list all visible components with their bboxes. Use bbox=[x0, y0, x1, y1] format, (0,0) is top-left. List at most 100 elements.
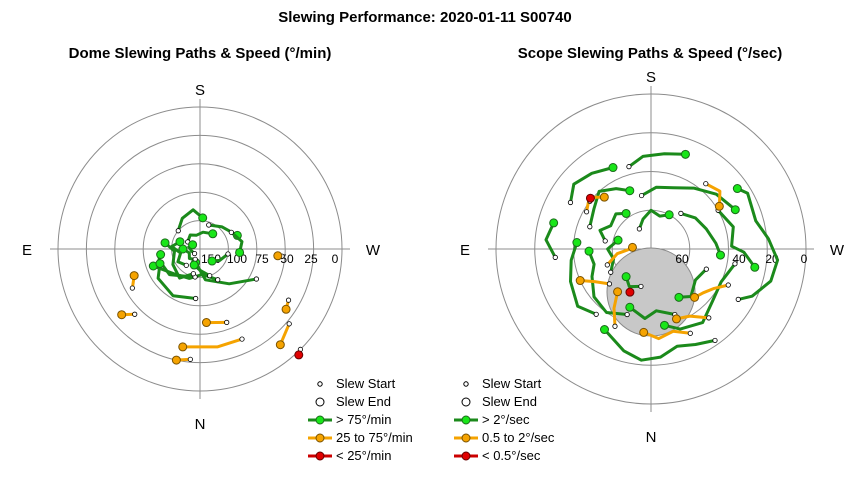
slew-start-marker bbox=[678, 210, 684, 216]
slew-start-marker bbox=[624, 311, 630, 318]
slew-path-medium bbox=[578, 279, 611, 286]
slew-start-marker bbox=[712, 337, 718, 344]
slew-start-marker bbox=[583, 209, 590, 215]
radial-tick-label: 0 bbox=[801, 252, 808, 266]
slew-start-marker bbox=[638, 192, 645, 199]
compass-label-left: E bbox=[460, 242, 470, 259]
legend-label: Slew Start bbox=[336, 376, 396, 391]
slew-start-marker bbox=[286, 321, 292, 327]
slew-path-fast bbox=[606, 238, 620, 274]
slew-end-marker bbox=[198, 213, 208, 223]
slew-end-marker bbox=[171, 355, 181, 365]
slew-end-marker bbox=[160, 238, 170, 248]
slew-start-marker bbox=[587, 224, 593, 230]
slew-end-marker bbox=[188, 240, 198, 250]
slew-end-marker bbox=[730, 205, 740, 215]
slew-end-marker bbox=[608, 163, 618, 173]
slew-start-marker bbox=[215, 277, 221, 283]
slew-start-marker bbox=[612, 323, 618, 329]
slew-start-marker bbox=[638, 283, 644, 290]
slew-end-marker bbox=[625, 186, 635, 196]
slew-end-marker bbox=[674, 292, 684, 302]
slew-start-marker bbox=[602, 238, 608, 244]
slew-end-marker bbox=[600, 325, 609, 335]
slew-end-marker bbox=[625, 302, 635, 312]
radial-tick-label: 60 bbox=[675, 252, 689, 266]
slew-end-marker bbox=[659, 320, 669, 330]
slew-start-marker bbox=[285, 297, 292, 303]
slew-start-marker bbox=[706, 315, 712, 321]
slew-end-marker bbox=[155, 259, 165, 269]
slew-end-marker bbox=[273, 251, 283, 261]
slew-end-marker bbox=[664, 210, 674, 220]
slew-path-fast bbox=[628, 305, 677, 320]
legend-label: 0.5 to 2°/sec bbox=[482, 430, 555, 445]
compass-label-left: E bbox=[22, 242, 32, 259]
slew-start-marker bbox=[239, 336, 245, 342]
slew-path-fast bbox=[170, 240, 188, 267]
slew-end-marker bbox=[175, 237, 185, 247]
slew-start-marker bbox=[593, 311, 599, 317]
slew-end-marker bbox=[156, 250, 166, 260]
slew-path-medium bbox=[674, 314, 711, 321]
slew-start-marker bbox=[606, 281, 613, 287]
slew-path-fast bbox=[637, 208, 671, 231]
slew-end-marker bbox=[178, 342, 188, 352]
slew-start-marker bbox=[207, 273, 213, 279]
radial-tick-label: 75 bbox=[255, 252, 269, 266]
slew-start-marker bbox=[687, 330, 693, 336]
slew-end-marker bbox=[621, 208, 631, 218]
slew-end-marker bbox=[189, 260, 199, 270]
compass-label-right: W bbox=[830, 242, 845, 259]
slew-path-fast bbox=[569, 241, 598, 316]
slew-start-marker bbox=[228, 229, 234, 235]
compass-label-top: S bbox=[195, 82, 205, 99]
slew-path-fast bbox=[598, 211, 628, 243]
slew-end-marker bbox=[715, 250, 725, 260]
slew-end-marker bbox=[281, 304, 291, 314]
slew-start-marker bbox=[626, 164, 632, 170]
slew-end-marker bbox=[750, 262, 760, 272]
slew-end-marker bbox=[621, 272, 631, 282]
scope-chart-title: Scope Slewing Paths & Speed (°/sec) bbox=[517, 45, 783, 62]
slew-end-marker bbox=[584, 246, 594, 256]
slew-path-fast bbox=[603, 328, 717, 362]
slew-start-marker bbox=[183, 262, 189, 268]
slew-end-marker bbox=[599, 192, 609, 202]
legend-label: Slew Start bbox=[482, 376, 542, 391]
slew-path-fast bbox=[569, 166, 615, 204]
slew-start-marker bbox=[224, 319, 230, 325]
slew-end-marker bbox=[613, 287, 623, 297]
scope-legend: Slew Start Slew End > 2°/sec 0.5 to 2°/s… bbox=[452, 375, 592, 470]
slew-start-marker bbox=[253, 276, 260, 282]
slew-end-marker bbox=[275, 340, 285, 350]
slew-start-marker bbox=[604, 262, 610, 268]
slew-start-marker bbox=[567, 199, 574, 206]
slew-start-marker bbox=[225, 251, 231, 257]
main-title: Slewing Performance: 2020-01-11 S00740 bbox=[278, 9, 572, 26]
slew-start-marker bbox=[703, 266, 709, 272]
legend-label: Slew End bbox=[482, 394, 537, 409]
legend-label: > 75°/min bbox=[336, 412, 392, 427]
slew-end-marker bbox=[639, 327, 649, 337]
slew-path-fast bbox=[186, 230, 215, 244]
slew-path-fast bbox=[163, 241, 195, 280]
slew-end-marker bbox=[625, 287, 635, 297]
compass-label-bottom: N bbox=[195, 416, 206, 433]
slew-end-marker bbox=[627, 242, 637, 252]
slew-end-marker bbox=[294, 350, 304, 360]
slew-end-marker bbox=[575, 276, 585, 286]
slew-path-fast bbox=[627, 152, 687, 169]
radial-tick-label: 25 bbox=[304, 252, 318, 266]
slew-start-marker bbox=[129, 285, 135, 291]
slew-path-fast bbox=[588, 187, 632, 229]
slew-path-fast bbox=[663, 262, 737, 331]
slew-end-marker bbox=[117, 310, 127, 320]
slew-path-fast bbox=[176, 208, 205, 233]
slew-start-marker bbox=[552, 254, 558, 260]
dome-chart-title: Dome Slewing Paths & Speed (°/min) bbox=[68, 45, 332, 62]
slew-path-medium bbox=[642, 329, 692, 341]
slew-start-marker bbox=[735, 296, 741, 302]
slew-path-fast bbox=[677, 267, 708, 299]
